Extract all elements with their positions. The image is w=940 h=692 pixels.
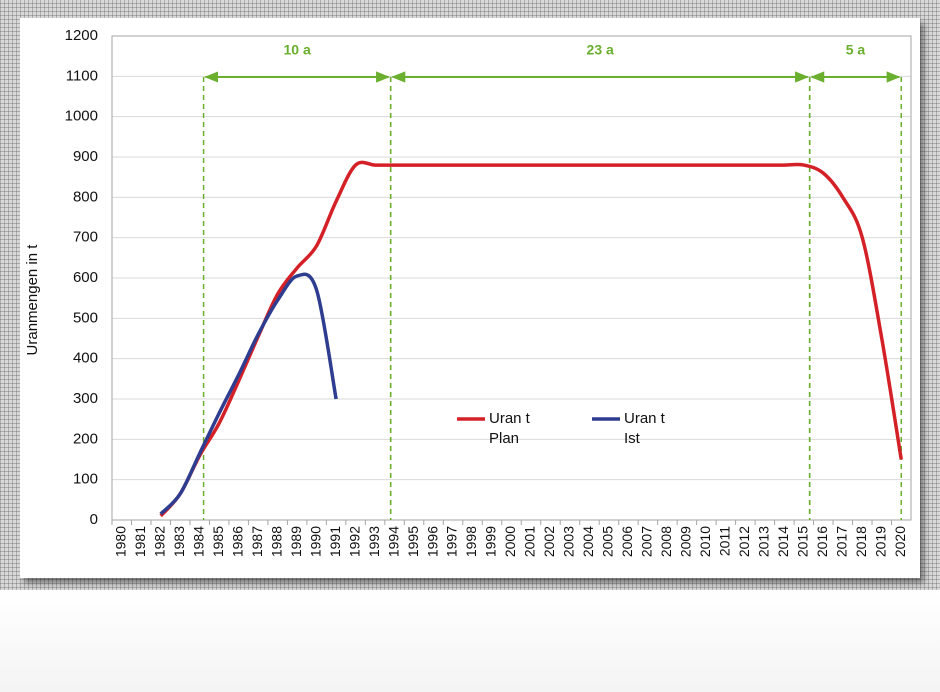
x-tick-label: 1985 bbox=[210, 526, 226, 557]
x-tick-label: 1980 bbox=[112, 526, 128, 557]
y-tick-label: 200 bbox=[73, 430, 98, 447]
x-tick-label: 2008 bbox=[658, 526, 674, 557]
x-tick-label: 2013 bbox=[756, 526, 772, 557]
y-tick-label: 1100 bbox=[66, 67, 98, 84]
x-tick-label: 2017 bbox=[833, 526, 849, 557]
y-tick-label: 400 bbox=[73, 350, 98, 367]
x-tick-label: 2012 bbox=[736, 526, 752, 557]
x-tick-label: 1981 bbox=[132, 526, 148, 557]
y-tick-label: 700 bbox=[73, 229, 98, 246]
x-tick-label: 2019 bbox=[872, 526, 888, 557]
x-tick-label: 1996 bbox=[424, 526, 440, 557]
x-tick-label: 2005 bbox=[600, 526, 616, 557]
x-tick-label: 1994 bbox=[385, 526, 401, 557]
y-tick-label: 100 bbox=[73, 471, 98, 488]
x-tick-label: 2009 bbox=[678, 526, 694, 557]
y-tick-label: 600 bbox=[73, 269, 98, 286]
x-tick-label: 2014 bbox=[775, 526, 791, 557]
x-tick-label: 1988 bbox=[268, 526, 284, 557]
y-tick-label: 0 bbox=[90, 511, 98, 528]
x-tick-label: 1984 bbox=[190, 526, 206, 557]
x-tick-label: 1997 bbox=[444, 526, 460, 557]
x-tick-label: 1995 bbox=[405, 526, 421, 557]
x-tick-label: 2007 bbox=[639, 526, 655, 557]
x-tick-label: 1986 bbox=[229, 526, 245, 557]
x-tick-label: 1987 bbox=[249, 526, 265, 557]
x-tick-label: 2020 bbox=[892, 526, 908, 557]
span-label: 23 a bbox=[587, 42, 614, 58]
span-label: 5 a bbox=[846, 42, 866, 58]
panel bbox=[20, 18, 920, 578]
x-tick-label: 2006 bbox=[619, 526, 635, 557]
span-label: 10 a bbox=[284, 42, 311, 58]
x-tick-label: 1991 bbox=[327, 526, 343, 557]
y-tick-label: 1000 bbox=[65, 108, 98, 125]
line bbox=[159, 272, 338, 516]
x-tick-label: 2011 bbox=[717, 526, 733, 556]
y-tick-label: 300 bbox=[73, 390, 98, 407]
y-tick-label: 900 bbox=[73, 148, 98, 165]
y-tick-label: 1200 bbox=[65, 27, 98, 44]
y-tick-label: 500 bbox=[73, 309, 98, 326]
x-tick-label: 1999 bbox=[483, 526, 499, 557]
x-tick-label: 2001 bbox=[522, 526, 538, 557]
x-tick-label: 2000 bbox=[502, 526, 518, 557]
plot-frame bbox=[111, 35, 912, 521]
x-tick-label: 2018 bbox=[853, 526, 869, 557]
x-tick-label: 1993 bbox=[366, 526, 382, 557]
reflection bbox=[0, 590, 940, 692]
y-tick-label: 800 bbox=[73, 188, 98, 205]
legend-label: Uran t Ist bbox=[624, 410, 665, 447]
x-tick-label: 1983 bbox=[171, 526, 187, 557]
x-tick-label: 1998 bbox=[463, 526, 479, 557]
x-tick-label: 2002 bbox=[541, 526, 557, 557]
x-tick-label: 2016 bbox=[814, 526, 830, 557]
y-axis-label: Uranmengen in t bbox=[24, 244, 41, 356]
legend-label: Uran t Plan bbox=[489, 410, 530, 447]
x-tick-label: 1982 bbox=[151, 526, 167, 557]
x-tick-label: 2015 bbox=[795, 526, 811, 557]
line bbox=[159, 160, 903, 518]
x-tick-label: 1989 bbox=[288, 526, 304, 557]
x-tick-label: 1992 bbox=[346, 526, 362, 557]
x-tick-label: 2004 bbox=[580, 526, 596, 557]
x-tick-label: 2010 bbox=[697, 526, 713, 557]
x-tick-label: 1990 bbox=[307, 526, 323, 557]
x-tick-label: 2003 bbox=[561, 526, 577, 557]
